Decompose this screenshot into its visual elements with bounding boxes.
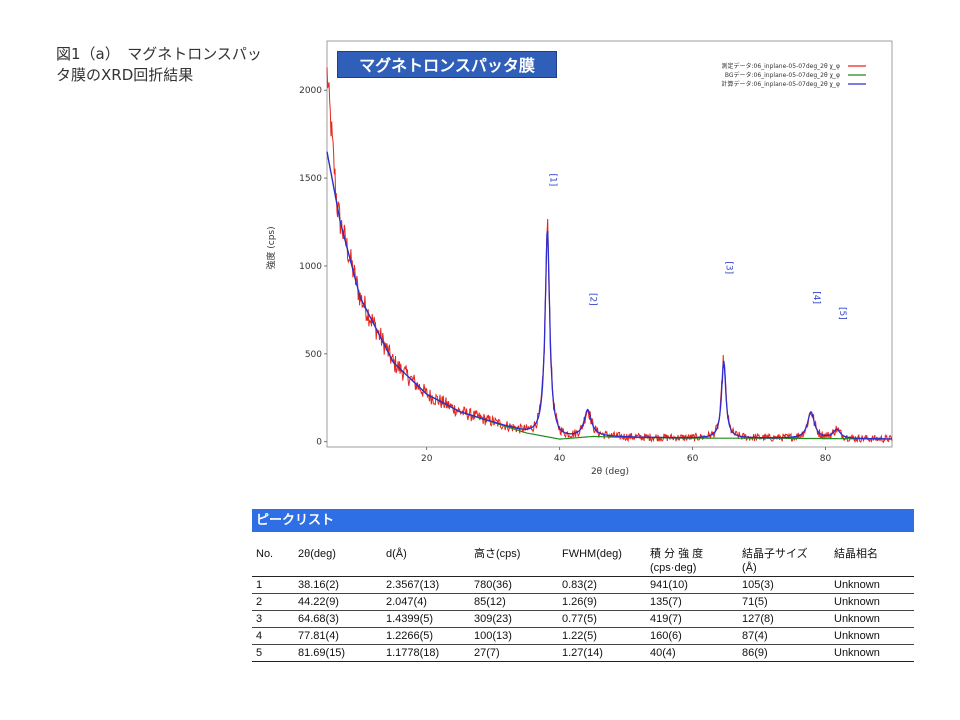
cell-fwhm: 0.77(5) bbox=[558, 610, 646, 628]
col-2theta-header: 2θ(deg) bbox=[294, 545, 382, 577]
x-tick-label: 60 bbox=[687, 454, 699, 464]
cell-integral: 941(10) bbox=[646, 576, 738, 594]
cell-2theta: 64.68(3) bbox=[294, 610, 382, 628]
cell-d: 1.1778(18) bbox=[382, 644, 470, 662]
cell-fwhm: 1.27(14) bbox=[558, 644, 646, 662]
series-layer bbox=[326, 67, 893, 444]
cell-crystallite: 71(5) bbox=[738, 593, 830, 611]
cell-integral: 40(4) bbox=[646, 644, 738, 662]
y-tick-label: 0 bbox=[316, 438, 322, 448]
cell-fwhm: 0.83(2) bbox=[558, 576, 646, 594]
cell-d: 2.3567(13) bbox=[382, 576, 470, 594]
cell-phase: Unknown bbox=[830, 644, 914, 662]
measured-series bbox=[326, 67, 893, 444]
table-row: 5 81.69(15) 1.1778(18) 27(7) 1.27(14) 40… bbox=[252, 644, 914, 662]
cell-height: 309(23) bbox=[470, 610, 558, 628]
legend-entry-label: BGデータ:06_inplane-05-07deg_2θ χ_φ bbox=[725, 71, 840, 79]
cell-phase: Unknown bbox=[830, 576, 914, 594]
cell-phase: Unknown bbox=[830, 593, 914, 611]
col-fwhm-header: FWHM(deg) bbox=[558, 545, 646, 577]
cell-no: 3 bbox=[252, 610, 294, 628]
cell-no: 4 bbox=[252, 627, 294, 645]
peak-labels: [1] [2] [3] [4] [5] bbox=[547, 173, 846, 319]
table-row: 1 38.16(2) 2.3567(13) 780(36) 0.83(2) 94… bbox=[252, 576, 914, 594]
cell-crystallite: 127(8) bbox=[738, 610, 830, 628]
cell-fwhm: 1.26(9) bbox=[558, 593, 646, 611]
y-tick-label: 2000 bbox=[299, 86, 322, 96]
cell-2theta: 77.81(4) bbox=[294, 627, 382, 645]
cell-height: 27(7) bbox=[470, 644, 558, 662]
plot-frame bbox=[326, 40, 893, 448]
cell-crystallite: 86(9) bbox=[738, 644, 830, 662]
peak-list-title: ピークリスト bbox=[252, 509, 914, 532]
table-row: 4 77.81(4) 1.2266(5) 100(13) 1.22(5) 160… bbox=[252, 627, 914, 645]
cell-crystallite: 105(3) bbox=[738, 576, 830, 594]
cell-2theta: 44.22(9) bbox=[294, 593, 382, 611]
cell-d: 1.2266(5) bbox=[382, 627, 470, 645]
cell-integral: 419(7) bbox=[646, 610, 738, 628]
cell-integral: 135(7) bbox=[646, 593, 738, 611]
cell-no: 1 bbox=[252, 576, 294, 594]
legend-entry-label: 計算データ:06_inplane-05-07deg_2θ χ_φ bbox=[721, 80, 840, 88]
legend: 測定データ:06_inplane-05-07deg_2θ χ_φBGデータ:06… bbox=[721, 62, 866, 88]
y-tick-label: 500 bbox=[305, 350, 322, 360]
cell-height: 100(13) bbox=[470, 627, 558, 645]
peak-label: [4] bbox=[811, 291, 821, 304]
cell-2theta: 81.69(15) bbox=[294, 644, 382, 662]
background-series bbox=[326, 151, 892, 440]
peak-label: [2] bbox=[588, 293, 598, 306]
cell-no: 2 bbox=[252, 593, 294, 611]
x-axis-label: 2θ (deg) bbox=[591, 467, 629, 477]
peak-label: [1] bbox=[547, 173, 557, 186]
table-row: 2 44.22(9) 2.047(4) 85(12) 1.26(9) 135(7… bbox=[252, 593, 914, 611]
col-d-header: d(Å) bbox=[382, 545, 470, 577]
cell-phase: Unknown bbox=[830, 610, 914, 628]
cell-no: 5 bbox=[252, 644, 294, 662]
cell-d: 1.4399(5) bbox=[382, 610, 470, 628]
y-tick-label: 1500 bbox=[299, 174, 322, 184]
y-axis-label: 強度 (cps) bbox=[265, 226, 277, 269]
xrd-chart: 20 40 60 80 0 500 1000 1500 2000 [1] [2] [3] [4] [5… bbox=[265, 40, 893, 477]
col-crystallite-header: 結晶子サイズ (Å) bbox=[738, 545, 830, 577]
x-tick-label: 40 bbox=[554, 454, 566, 464]
figure-caption: 図1（a） マグネトロンスパッタ膜のXRD回折結果 bbox=[56, 45, 262, 84]
y-ticks: 0 500 1000 1500 2000 bbox=[299, 86, 327, 448]
col-phase-header: 結晶相名 bbox=[830, 545, 914, 577]
cell-2theta: 38.16(2) bbox=[294, 576, 382, 594]
peak-list-table: No. 2θ(deg) d(Å) 高さ(cps) FWHM(deg) 積 分 強… bbox=[252, 545, 914, 662]
x-tick-label: 20 bbox=[421, 454, 433, 464]
peak-label: [5] bbox=[837, 307, 847, 320]
x-tick-label: 80 bbox=[820, 454, 832, 464]
col-height-header: 高さ(cps) bbox=[470, 545, 558, 577]
table-header-row: No. 2θ(deg) d(Å) 高さ(cps) FWHM(deg) 積 分 強… bbox=[252, 545, 914, 577]
cell-crystallite: 87(4) bbox=[738, 627, 830, 645]
cell-phase: Unknown bbox=[830, 627, 914, 645]
col-no-header: No. bbox=[252, 545, 294, 577]
cell-fwhm: 1.22(5) bbox=[558, 627, 646, 645]
cell-height: 780(36) bbox=[470, 576, 558, 594]
chart-badge: マグネトロンスパッタ膜 bbox=[337, 51, 557, 78]
legend-entry-label: 測定データ:06_inplane-05-07deg_2θ χ_φ bbox=[721, 62, 840, 70]
table-row: 3 64.68(3) 1.4399(5) 309(23) 0.77(5) 419… bbox=[252, 610, 914, 628]
cell-d: 2.047(4) bbox=[382, 593, 470, 611]
cell-integral: 160(6) bbox=[646, 627, 738, 645]
x-ticks: 20 40 60 80 bbox=[421, 447, 832, 464]
peak-label: [3] bbox=[724, 261, 734, 274]
y-tick-label: 1000 bbox=[299, 262, 322, 272]
col-integral-header: 積 分 強 度 (cps·deg) bbox=[646, 545, 738, 577]
cell-height: 85(12) bbox=[470, 593, 558, 611]
calculated-series bbox=[326, 151, 892, 440]
